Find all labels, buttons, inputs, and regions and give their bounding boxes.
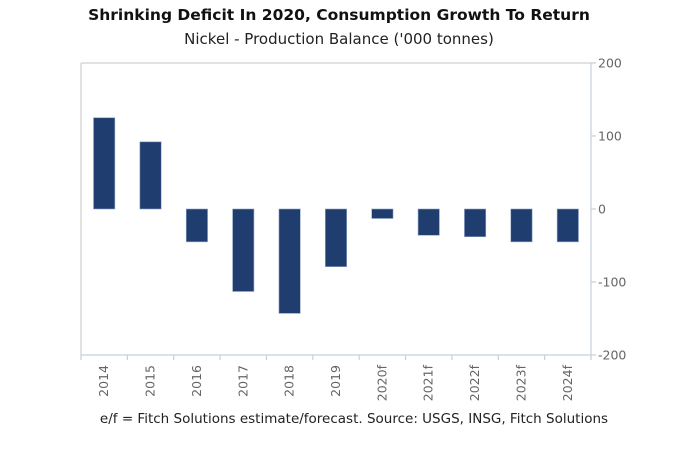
x-tick-label: 2022f [467,364,482,401]
x-tick-label: 2019 [328,365,343,397]
x-tick-label: 2017 [235,365,250,397]
x-tick-label: 2018 [282,365,297,397]
x-tick-label: 2015 [143,365,158,397]
plot-frame [80,62,591,355]
y-tick-label: 0 [598,202,606,217]
bar-2016 [185,208,208,243]
y-tick-label: -200 [598,348,626,363]
bar-2014 [93,117,116,210]
y-tick-label: -100 [598,275,626,290]
chart-title: Shrinking Deficit In 2020, Consumption G… [88,6,590,24]
x-tick-label: 2016 [189,365,204,397]
bar-2019 [325,208,347,267]
bar-2024f [556,208,579,243]
x-tick-label: 2014 [96,365,111,397]
x-tick-label: 2023f [513,364,528,401]
bar-2015 [139,141,162,210]
y-axis: 200 100 0 -100 -200 [590,56,626,363]
x-tick-label: 2021f [421,364,436,401]
bar-2017 [232,208,255,292]
chart-footnote: e/f = Fitch Solutions estimate/forecast.… [99,411,609,427]
bars-group [93,117,579,314]
x-axis: 2014 2015 2016 2017 2018 2019 2020f 2021f 2022f 2… [80,354,592,401]
bar-2022f [464,208,487,238]
x-tick-label: 2020f [374,364,389,401]
bar-2020f [371,208,394,219]
y-tick-label: 200 [598,56,622,71]
bar-2023f [510,208,533,243]
y-tick-label: 100 [598,129,622,144]
bar-2021f [417,208,440,236]
bar-2018 [278,208,301,314]
x-tick-label: 2024f [560,364,575,401]
chart-subtitle: Nickel - Production Balance ('000 tonnes… [184,30,494,48]
